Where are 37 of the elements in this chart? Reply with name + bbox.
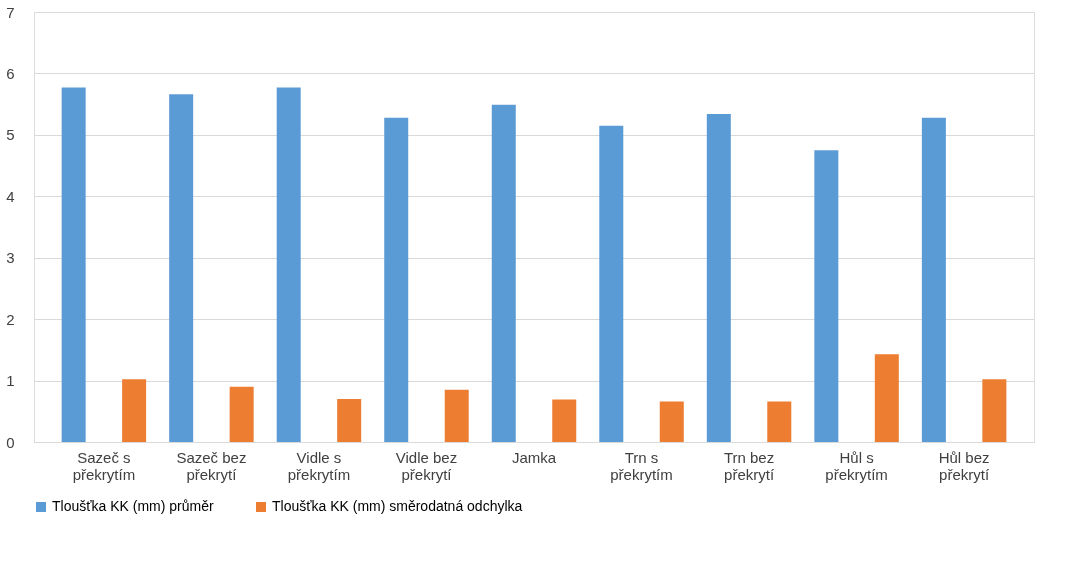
bar	[384, 117, 409, 442]
x-tick-label: Jamka	[511, 448, 557, 466]
y-tick-label: 5	[6, 126, 15, 144]
bar	[706, 113, 731, 442]
x-tick-label: Vidle bez překrytí	[395, 448, 458, 483]
bar	[982, 379, 1007, 442]
bar	[921, 117, 946, 442]
bar	[874, 354, 899, 442]
y-tick-label: 3	[6, 249, 15, 267]
x-tick-label: Trn s překrytím	[610, 448, 673, 483]
bar	[767, 401, 792, 442]
y-tick-label: 1	[6, 372, 15, 390]
x-tick-label: Vidle s překrytím	[287, 448, 351, 483]
bar	[814, 150, 839, 442]
y-tick-label: 6	[6, 64, 15, 82]
legend-label: Tloušťka KK (mm) směrodatná odchylka	[272, 498, 523, 514]
bar	[599, 125, 624, 442]
bar	[659, 401, 684, 442]
bar	[491, 104, 516, 442]
x-tick-label: Hůl s překrytím	[825, 448, 888, 483]
x-tick-label: Trn bez překrytí	[723, 448, 775, 483]
bar	[122, 379, 147, 442]
x-tick-label: Sazeč s překrytím	[72, 448, 136, 483]
x-tick-label: Hůl bez překrytí	[938, 448, 990, 483]
bar	[444, 389, 469, 442]
y-tick-label: 7	[6, 3, 15, 21]
bar	[229, 386, 254, 442]
y-tick-label: 4	[6, 187, 15, 205]
y-tick-label: 0	[6, 433, 15, 451]
bar	[276, 87, 301, 442]
bar	[61, 87, 86, 442]
bar	[169, 94, 194, 442]
legend-label: Tloušťka KK (mm) průměr	[52, 498, 214, 514]
bar	[337, 399, 362, 442]
y-tick-label: 2	[6, 310, 15, 328]
x-tick-label: Sazeč bez překrytí	[176, 448, 247, 483]
bar	[552, 399, 577, 442]
